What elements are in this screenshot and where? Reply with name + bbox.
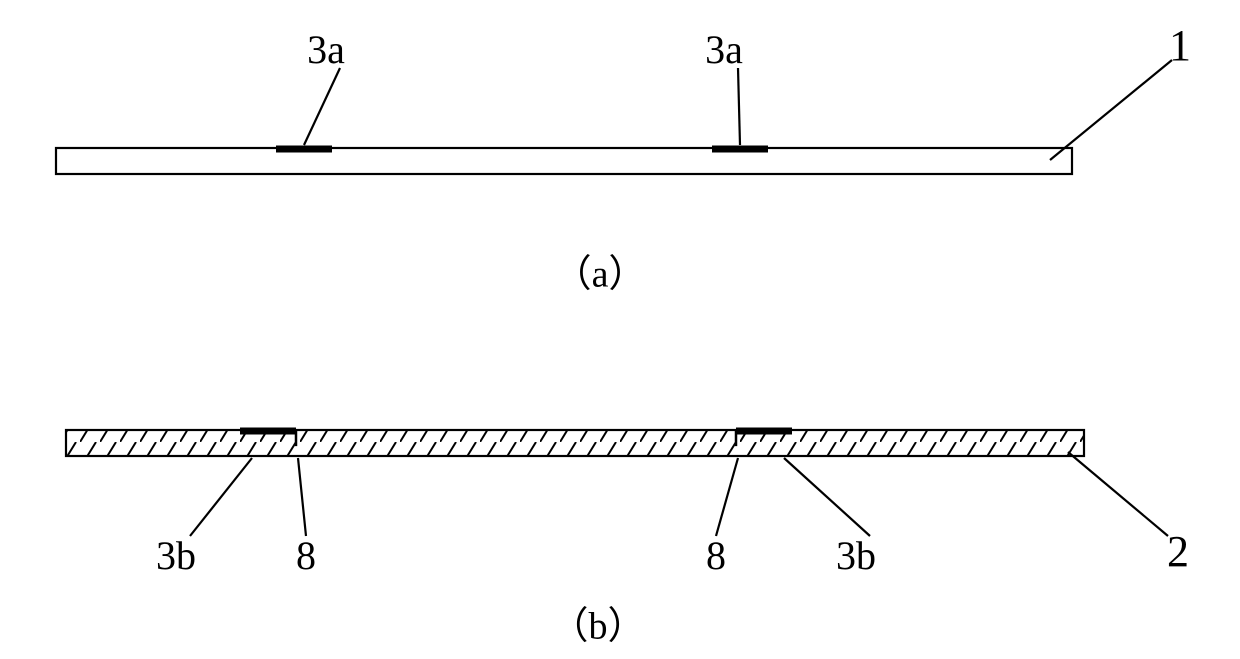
panel-b: 3b 8 3b 8 2 （b） [66, 430, 1189, 648]
leader-8_left [298, 458, 306, 536]
label-2: 2 [1167, 527, 1189, 576]
label-3a_left: 3a [307, 27, 345, 72]
caption-a: （a） [554, 254, 647, 296]
figure-root: 3a 3a 1 （a） 3b 8 3b 8 2 （b） [0, 0, 1240, 659]
leader-3a_right [738, 68, 740, 145]
leader-3a_left [304, 68, 340, 145]
leader-1 [1050, 60, 1172, 160]
leader-3b_right [784, 458, 870, 536]
panel-a: 3a 3a 1 （a） [56, 21, 1191, 296]
label-1: 1 [1169, 21, 1191, 70]
substrate-1-bar [56, 148, 1072, 174]
label-3b_left: 3b [156, 533, 196, 578]
leader-3b_left [190, 458, 252, 536]
label-8_right: 8 [706, 533, 726, 578]
label-8_left: 8 [296, 533, 316, 578]
label-3b_right: 3b [836, 533, 876, 578]
caption-b: （b） [550, 606, 645, 648]
leader-8_right [716, 458, 738, 536]
leader-2 [1068, 452, 1168, 536]
substrate-2-bar [66, 430, 1084, 456]
label-3a_right: 3a [705, 27, 743, 72]
